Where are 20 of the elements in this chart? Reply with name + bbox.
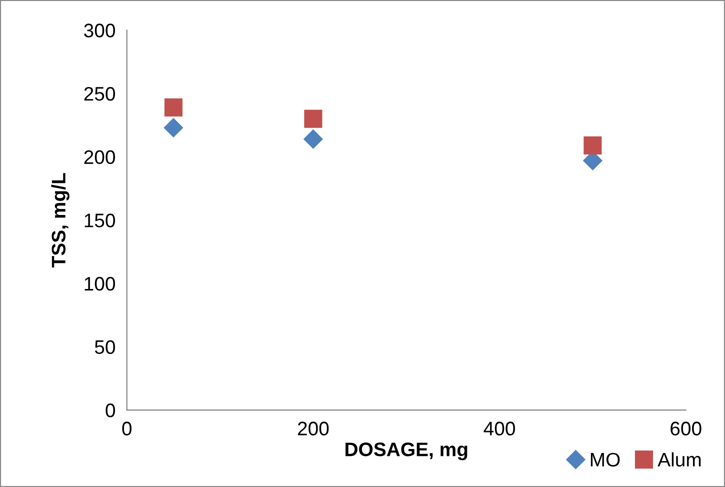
y-axis-title: TSS, mg/L <box>51 173 70 268</box>
x-axis-title: DOSAGE, mg <box>346 442 468 460</box>
legend-label: Alum <box>658 452 701 467</box>
x-tick-label: 200 <box>298 422 329 436</box>
y-tick-label: 150 <box>84 214 116 228</box>
y-tick-label: 0 <box>106 404 116 418</box>
x-tick-label: 600 <box>670 422 702 436</box>
x-tick-label: 0 <box>122 422 132 436</box>
legend-label: MO <box>590 452 620 467</box>
y-tick-label: 200 <box>84 150 116 164</box>
y-tick-label: 250 <box>84 86 116 101</box>
y-tick-label: 50 <box>94 340 116 354</box>
point <box>164 118 183 138</box>
y-tick-label: 100 <box>84 276 116 291</box>
x-tick-label: 400 <box>484 422 515 436</box>
point <box>164 98 182 116</box>
point <box>304 110 322 128</box>
point <box>584 136 602 154</box>
point <box>304 130 323 149</box>
y-tick-label: 300 <box>84 24 116 38</box>
